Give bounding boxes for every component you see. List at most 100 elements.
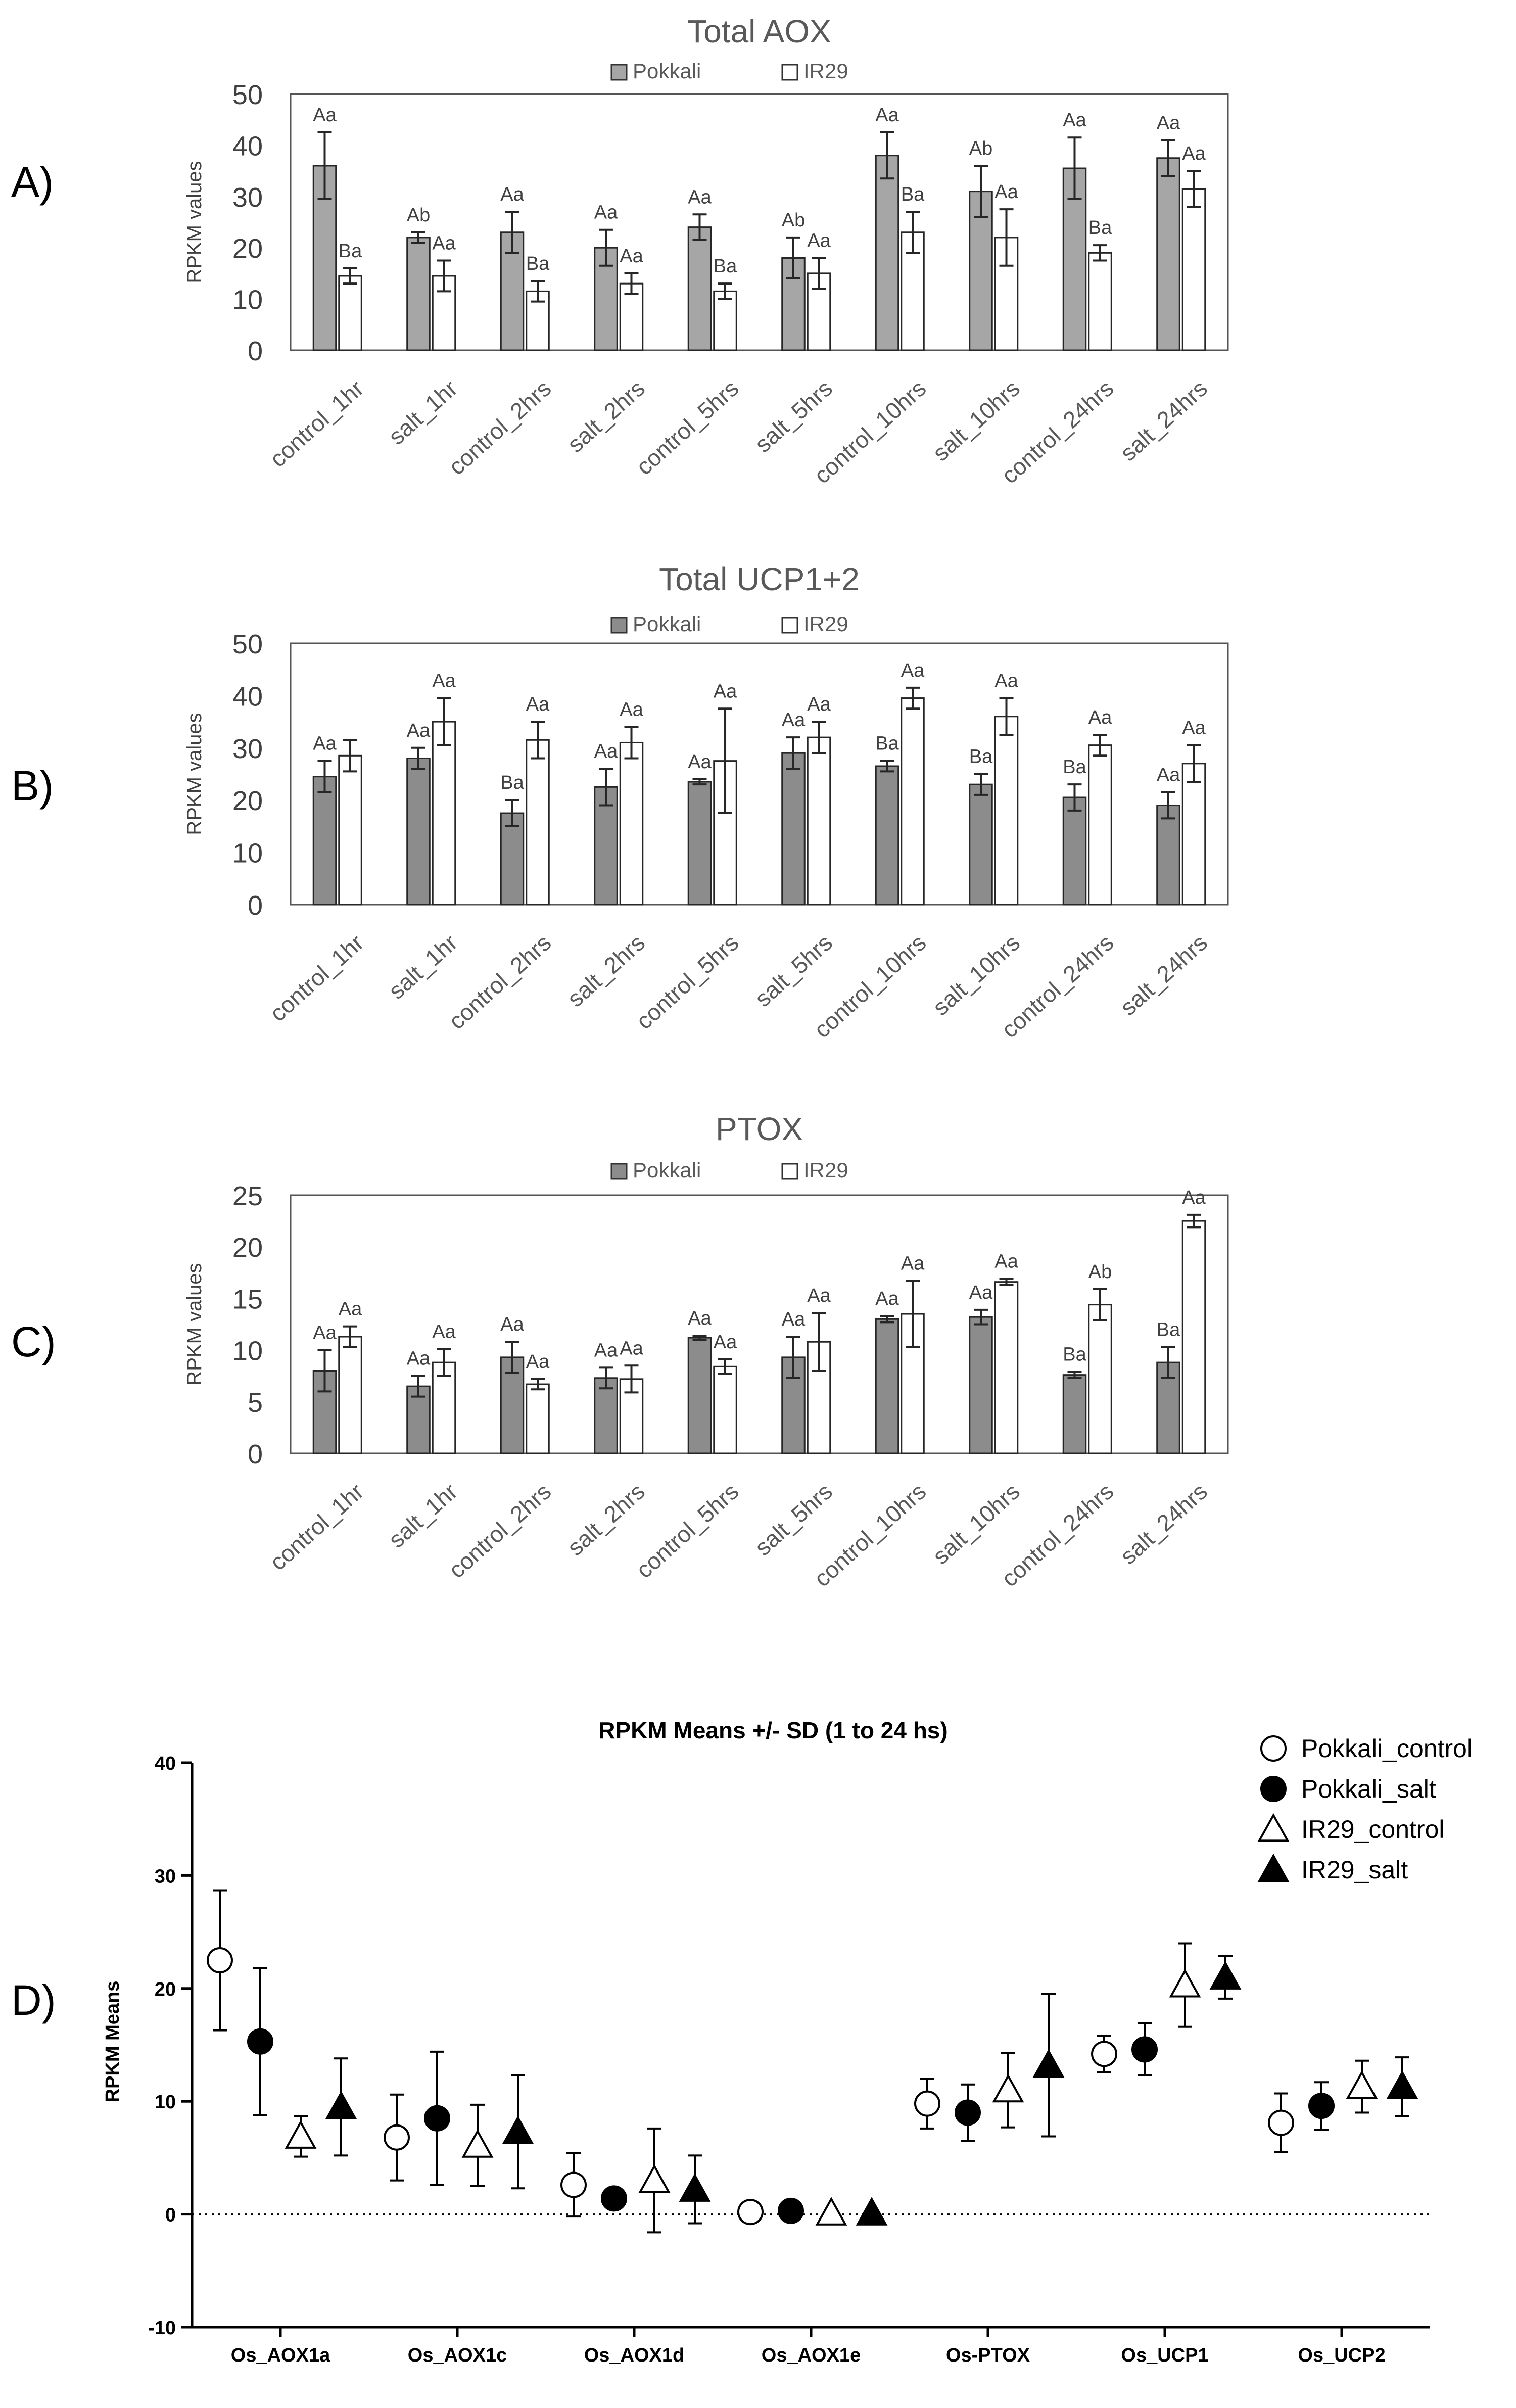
data-label: Aa — [969, 1282, 993, 1303]
chart-title: PTOX — [716, 1111, 803, 1147]
legend-swatch-pokkali — [610, 1163, 628, 1180]
bar-pokkali — [875, 1318, 899, 1454]
y-tick-label: 30 — [232, 182, 263, 213]
panel-d-letter: D) — [11, 1976, 56, 2024]
bar-pokkali — [1156, 805, 1180, 906]
data-label: Aa — [526, 694, 550, 715]
y-tick-label: 20 — [232, 1233, 263, 1263]
point-ir29-salt — [1386, 2070, 1418, 2099]
point-ir29-control — [461, 2129, 494, 2158]
bar-ir29 — [1181, 1220, 1206, 1454]
panel-b-letter: B) — [11, 762, 54, 810]
panel-b: B) Total UCP1+2 Pokkali IR29 0 10 20 30 40 50 RPK… — [0, 546, 1516, 1097]
data-label: Aa — [407, 720, 431, 741]
x-tick-label: salt_2hrs — [562, 929, 650, 1012]
data-label: Ba — [901, 184, 925, 205]
bar-pokkali — [594, 786, 618, 906]
bar-pokkali — [969, 783, 993, 906]
x-tick-label: salt_24hrs — [1115, 375, 1212, 466]
y-tick-label: 40 — [155, 1753, 176, 1774]
legend-label-pokkali: Pokkali — [633, 612, 701, 636]
point-pokkali-control — [384, 2124, 410, 2151]
x-tick-label: control_1hr — [265, 1478, 369, 1576]
x-tick-label: control_2hrs — [444, 375, 556, 480]
data-label: Aa — [313, 1323, 337, 1344]
bar-pokkali — [969, 1316, 993, 1454]
point-ir29-control — [285, 2120, 317, 2149]
data-label: Aa — [1088, 707, 1112, 728]
point-pokkali-salt — [247, 2028, 273, 2055]
data-label: Aa — [339, 1299, 362, 1320]
data-label: Ba — [1063, 1344, 1086, 1365]
bar-ir29 — [713, 290, 737, 351]
point-pokkali-control — [1268, 2109, 1294, 2136]
x-tick-label: salt_10hrs — [927, 375, 1025, 466]
data-label: Ba — [500, 772, 524, 793]
bar-ir29 — [994, 716, 1019, 906]
x-tick-label: Os_UCP2 — [1298, 2345, 1385, 2366]
legend-label-pokkali-salt: Pokkali_salt — [1301, 1775, 1436, 1803]
data-label: Ab — [1088, 1261, 1112, 1283]
x-tick-label: control_1hr — [265, 929, 369, 1027]
x-tick-label: salt_5hrs — [749, 375, 837, 458]
legend-label-ir29-control: IR29_control — [1301, 1815, 1445, 1844]
y-tick-label: 30 — [155, 1866, 176, 1887]
bar-ir29 — [338, 275, 362, 351]
data-label: Aa — [432, 233, 456, 254]
x-tick-label: Os_UCP1 — [1121, 2345, 1208, 2366]
point-pokkali-salt — [424, 2105, 450, 2132]
x-tick-label: salt_2hrs — [562, 375, 650, 458]
y-tick-label: 20 — [232, 233, 263, 264]
y-tick-label: 25 — [232, 1181, 263, 1211]
legend-label-pokkali: Pokkali — [633, 1158, 701, 1182]
legend-marker-pokkali-control — [1260, 1735, 1287, 1762]
bar-pokkali — [406, 237, 431, 351]
bar-ir29 — [994, 1281, 1019, 1454]
data-label: Aa — [500, 1314, 524, 1335]
bar-ir29 — [526, 739, 550, 906]
bar-pokkali — [969, 191, 993, 351]
point-pokkali-salt — [1131, 2036, 1158, 2063]
data-label: Aa — [1157, 112, 1180, 133]
point-pokkali-control — [914, 2090, 940, 2117]
bar-ir29 — [1088, 744, 1112, 906]
x-tick-label: salt_1hr — [384, 1478, 462, 1553]
x-tick-label: salt_5hrs — [749, 1478, 837, 1561]
point-pokkali-control — [1091, 2041, 1117, 2067]
bar-pokkali — [312, 776, 337, 906]
legend-label-pokkali-control: Pokkali_control — [1301, 1734, 1473, 1763]
legend-label-ir29-salt: IR29_salt — [1301, 1856, 1408, 1884]
point-ir29-control — [1169, 1968, 1201, 1998]
y-tick-label: 40 — [232, 681, 263, 712]
bar-pokkali — [406, 757, 431, 906]
bar-pokkali — [1062, 167, 1087, 351]
data-label: Aa — [875, 1288, 899, 1309]
bar-pokkali — [594, 1377, 618, 1454]
bar-ir29 — [432, 1361, 456, 1454]
x-tick-label: salt_10hrs — [927, 1478, 1025, 1570]
bar-ir29 — [619, 741, 644, 906]
point-ir29-control — [992, 2073, 1024, 2103]
data-label: Aa — [1063, 110, 1086, 131]
bar-ir29 — [807, 736, 831, 906]
legend-label-ir29: IR29 — [803, 59, 848, 83]
chart-total-ucp: Total UCP1+2 Pokkali IR29 0 10 20 30 40 50 RPKM v… — [183, 561, 1229, 1043]
data-label: Ba — [714, 256, 737, 277]
x-tick-label: salt_10hrs — [927, 929, 1025, 1021]
chart-title: Total AOX — [687, 13, 831, 50]
bar-pokkali — [687, 781, 712, 906]
chart-title: RPKM Means +/- SD (1 to 24 hs) — [598, 1717, 947, 1743]
x-tick-label: control_5hrs — [631, 1478, 744, 1583]
bar-ir29 — [432, 721, 456, 906]
point-ir29-control — [815, 2197, 847, 2226]
point-ir29-control — [638, 2164, 671, 2193]
y-tick-label: 5 — [248, 1388, 263, 1418]
point-pokkali-salt — [955, 2099, 981, 2126]
bar-ir29 — [1088, 252, 1112, 351]
bar-ir29 — [1181, 763, 1206, 906]
data-label: Ba — [969, 746, 993, 768]
bar-ir29 — [994, 237, 1019, 351]
y-tick-label: 0 — [248, 890, 263, 921]
x-tick-label: salt_1hr — [384, 929, 462, 1004]
data-label: Aa — [994, 1251, 1018, 1272]
